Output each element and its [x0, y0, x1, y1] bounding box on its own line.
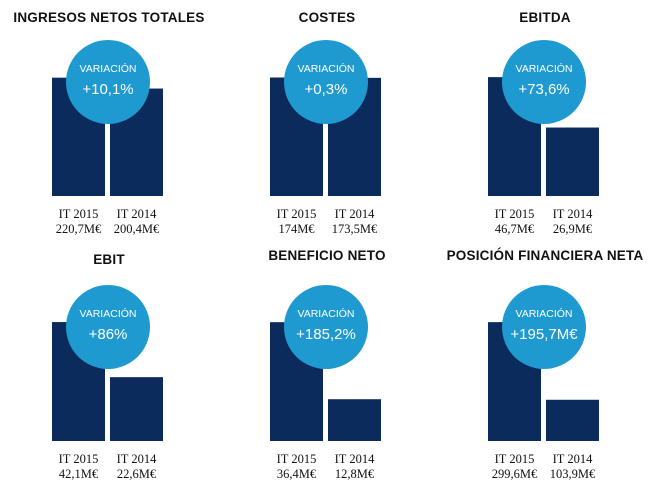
- variation-value: +10,1%: [82, 81, 133, 98]
- chart-title: COSTES: [298, 10, 356, 25]
- chart-title: INGRESOS NETOS TOTALES: [13, 10, 205, 25]
- variation-badge: [502, 40, 586, 124]
- category-label: IT 2014: [117, 207, 157, 221]
- chart-panel: INGRESOS NETOS TOTALES VARIACIÓN +10,1% IT …: [0, 0, 218, 244]
- bar: [546, 399, 599, 441]
- variation-badge: [66, 285, 150, 369]
- variation-value: +195,7M€: [510, 326, 578, 343]
- bar: [328, 399, 381, 441]
- chart-panel: EBIT VARIACIÓN +86% IT 2015 42,1M€ IT 2014 22,…: [0, 245, 218, 489]
- chart-title: EBITDA: [519, 10, 571, 25]
- category-label: IT 2014: [553, 207, 593, 221]
- value-label: 299,6M€: [492, 467, 538, 481]
- value-label: 174M€: [278, 222, 315, 236]
- variation-label: VARIACIÓN: [80, 62, 137, 75]
- value-label: 22,6M€: [117, 467, 157, 481]
- category-label: IT 2015: [495, 207, 535, 221]
- value-label: 173,5M€: [332, 222, 378, 236]
- value-label: 200,4M€: [114, 222, 160, 236]
- value-label: 12,8M€: [335, 467, 375, 481]
- chart-panel: POSICIÓN FINANCIERA NETA VARIACIÓN +195,7M…: [436, 245, 654, 489]
- chart-title: EBIT: [93, 252, 125, 267]
- value-label: 42,1M€: [59, 467, 99, 481]
- variation-value: +73,6%: [518, 81, 569, 98]
- variation-label: VARIACIÓN: [516, 307, 573, 320]
- category-label: IT 2015: [495, 452, 535, 466]
- value-label: 103,9M€: [550, 467, 596, 481]
- value-label: 46,7M€: [495, 222, 535, 236]
- category-label: IT 2015: [59, 452, 99, 466]
- category-label: IT 2015: [277, 207, 317, 221]
- value-label: 36,4M€: [277, 467, 317, 481]
- category-label: IT 2014: [117, 452, 157, 466]
- variation-badge: [66, 40, 150, 124]
- category-label: IT 2015: [59, 207, 99, 221]
- variation-label: VARIACIÓN: [80, 307, 137, 320]
- variation-badge: [284, 285, 368, 369]
- variation-badge: [284, 40, 368, 124]
- bar: [546, 127, 599, 196]
- category-label: IT 2015: [277, 452, 317, 466]
- variation-value: +185,2%: [296, 326, 356, 343]
- category-label: IT 2014: [335, 207, 375, 221]
- value-label: 220,7M€: [56, 222, 102, 236]
- chart-panel: EBITDA VARIACIÓN +73,6% IT 2015 46,7M€ IT 201…: [436, 0, 654, 244]
- bar: [110, 377, 163, 441]
- chart-title: POSICIÓN FINANCIERA NETA: [446, 248, 644, 263]
- value-label: 26,9M€: [553, 222, 593, 236]
- variation-label: VARIACIÓN: [298, 307, 355, 320]
- variation-value: +0,3%: [305, 81, 348, 98]
- chart-panel: COSTES VARIACIÓN +0,3% IT 2015 174M€ IT 2014 1…: [218, 0, 436, 244]
- variation-badge: [502, 285, 586, 369]
- category-label: IT 2014: [335, 452, 375, 466]
- chart-panel: BENEFICIO NETO VARIACIÓN +185,2% IT 2015 36,…: [218, 245, 436, 489]
- category-label: IT 2014: [553, 452, 593, 466]
- variation-value: +86%: [89, 326, 128, 343]
- variation-label: VARIACIÓN: [516, 62, 573, 75]
- variation-label: VARIACIÓN: [298, 62, 355, 75]
- chart-title: BENEFICIO NETO: [268, 248, 386, 263]
